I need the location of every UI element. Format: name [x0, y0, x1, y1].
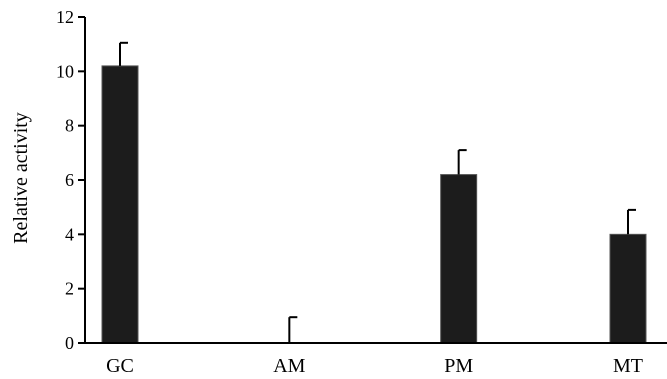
category-labels: GC AM PM MT [106, 355, 643, 377]
category-label: PM [444, 355, 473, 377]
y-tick-label: 2 [65, 279, 74, 299]
y-tick-label: 12 [56, 7, 74, 27]
category-label: AM [273, 355, 305, 377]
y-tick-label: 10 [56, 61, 74, 81]
bar-pm [440, 174, 478, 344]
error-bars [119, 41, 636, 343]
y-tick-label: 6 [65, 170, 74, 190]
category-label: GC [106, 355, 134, 377]
bar-mt [609, 233, 647, 344]
y-tick-label: 0 [65, 333, 74, 353]
category-label: MT [613, 355, 643, 377]
y-ticks: 0 2 4 6 8 10 12 [56, 7, 85, 353]
y-tick-label: 4 [65, 224, 74, 244]
y-tick-label: 8 [65, 116, 74, 136]
y-axis-label: Relative activity [10, 112, 32, 244]
bars [101, 65, 647, 344]
bar-gc [101, 65, 139, 344]
